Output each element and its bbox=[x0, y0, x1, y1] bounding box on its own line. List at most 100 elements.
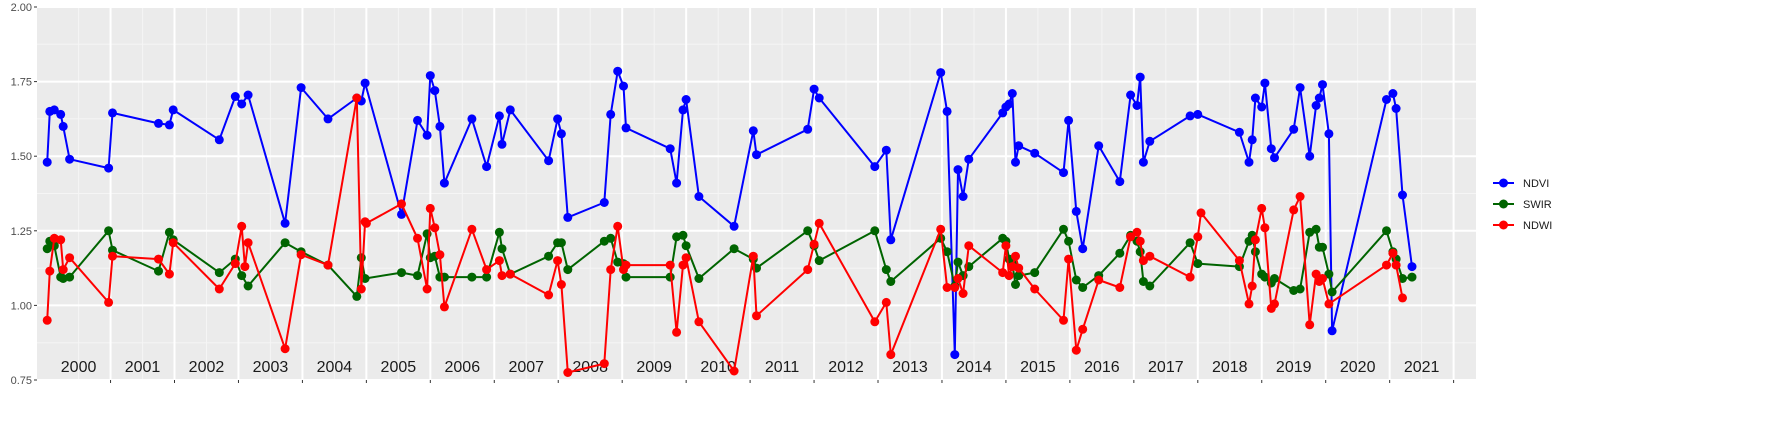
data-point-ndvi bbox=[672, 178, 682, 188]
data-point-ndvi bbox=[214, 135, 224, 145]
data-point-ndvi bbox=[237, 99, 247, 109]
data-point-swir bbox=[942, 247, 952, 257]
data-point-ndvi bbox=[886, 235, 896, 245]
data-point-ndvi bbox=[323, 114, 333, 124]
data-point-ndvi bbox=[422, 130, 432, 140]
data-point-ndvi bbox=[1244, 157, 1254, 167]
data-point-ndvi bbox=[1391, 104, 1401, 113]
data-point-ndwi bbox=[435, 250, 445, 260]
data-point-ndwi bbox=[240, 262, 250, 272]
data-point-ndvi bbox=[296, 83, 306, 93]
data-point-ndwi bbox=[497, 271, 507, 281]
data-point-ndwi bbox=[1324, 299, 1334, 309]
data-point-ndvi bbox=[280, 218, 290, 228]
year-label: 2013 bbox=[892, 359, 928, 376]
data-point-ndvi bbox=[413, 115, 422, 125]
data-point-ndwi bbox=[1094, 275, 1104, 285]
data-point-ndwi bbox=[1391, 260, 1401, 270]
data-point-swir bbox=[1064, 236, 1074, 246]
data-point-ndvi bbox=[1382, 95, 1391, 104]
data-point-ndwi bbox=[1115, 283, 1125, 292]
year-label: 2006 bbox=[445, 359, 481, 376]
year-label: 2015 bbox=[1020, 359, 1056, 376]
data-point-ndvi bbox=[1398, 190, 1407, 200]
data-point-swir bbox=[621, 272, 631, 282]
legend-item-ndwi: NDWI bbox=[1493, 220, 1552, 232]
data-point-swir bbox=[1071, 275, 1081, 285]
data-point-ndwi bbox=[1398, 293, 1407, 303]
data-point-ndwi bbox=[1318, 274, 1327, 283]
data-point-ndvi bbox=[56, 109, 66, 119]
data-point-ndvi bbox=[1327, 326, 1337, 336]
data-point-ndwi bbox=[1071, 345, 1081, 355]
data-point-ndwi bbox=[936, 224, 946, 234]
year-label: 2017 bbox=[1148, 359, 1184, 376]
data-point-swir bbox=[1260, 272, 1270, 282]
data-point-ndvi bbox=[870, 162, 880, 172]
data-point-ndwi bbox=[154, 254, 163, 264]
data-point-ndvi bbox=[958, 192, 968, 201]
year-labels: 2000 2001 2002 2003 2004 2005 2006 2007 2008 2009… bbox=[61, 359, 1440, 376]
data-point-ndvi bbox=[1115, 177, 1125, 187]
data-point-ndvi bbox=[964, 154, 974, 164]
data-point-ndwi bbox=[665, 260, 675, 270]
data-point-ndwi bbox=[1311, 269, 1321, 279]
data-point-ndvi bbox=[230, 92, 240, 101]
data-point-swir bbox=[1382, 226, 1391, 236]
data-point-swir bbox=[1014, 271, 1024, 281]
data-point-ndvi bbox=[1126, 90, 1136, 100]
data-point-ndvi bbox=[1064, 115, 1074, 125]
data-point-ndwi bbox=[950, 283, 960, 292]
data-point-ndvi bbox=[1071, 206, 1081, 216]
series-layer bbox=[42, 66, 1417, 377]
data-point-swir bbox=[563, 265, 573, 275]
data-point-swir bbox=[556, 238, 566, 248]
legend-key-point bbox=[1499, 220, 1508, 230]
data-point-ndvi bbox=[678, 105, 688, 115]
data-point-swir bbox=[544, 251, 554, 261]
data-point-ndvi bbox=[430, 86, 440, 96]
legend-key-point bbox=[1499, 199, 1508, 209]
data-point-ndwi bbox=[803, 265, 813, 275]
data-point-ndvi bbox=[563, 212, 573, 222]
data-point-ndwi bbox=[58, 265, 68, 275]
data-point-ndvi bbox=[1260, 78, 1270, 88]
data-point-ndwi bbox=[104, 297, 114, 307]
data-point-ndvi bbox=[1257, 102, 1267, 112]
data-point-swir bbox=[953, 257, 963, 267]
data-point-ndvi bbox=[243, 90, 253, 100]
data-point-ndwi bbox=[1132, 227, 1142, 237]
data-point-ndwi bbox=[681, 253, 691, 263]
legend-label: NDVI bbox=[1523, 178, 1549, 190]
data-point-swir bbox=[1398, 274, 1407, 283]
year-label: 2002 bbox=[189, 359, 225, 376]
data-point-ndvi bbox=[694, 192, 704, 201]
data-point-ndwi bbox=[1004, 271, 1014, 281]
data-point-swir bbox=[237, 271, 247, 281]
data-point-ndvi bbox=[619, 81, 628, 91]
data-point-swir bbox=[397, 268, 406, 278]
data-point-swir bbox=[1078, 283, 1088, 292]
data-point-ndwi bbox=[1388, 248, 1398, 258]
data-point-ndwi bbox=[556, 280, 566, 289]
data-point-ndvi bbox=[1011, 157, 1020, 167]
data-point-ndwi bbox=[599, 359, 609, 369]
data-point-ndvi bbox=[1138, 157, 1148, 167]
data-point-ndvi bbox=[425, 71, 435, 81]
data-point-ndvi bbox=[1295, 83, 1305, 93]
data-point-ndwi bbox=[467, 224, 477, 234]
legend: NDVI SWIR NDWI bbox=[1493, 178, 1552, 232]
data-point-ndwi bbox=[361, 218, 371, 228]
data-point-swir bbox=[606, 233, 616, 243]
data-point-ndwi bbox=[1260, 223, 1270, 233]
x-axis bbox=[110, 380, 1455, 383]
data-point-ndvi bbox=[1305, 151, 1315, 161]
year-label: 2010 bbox=[700, 359, 736, 376]
data-point-ndwi bbox=[323, 260, 333, 270]
data-point-ndvi bbox=[748, 126, 758, 136]
data-point-ndwi bbox=[108, 251, 117, 261]
legend-item-swir: SWIR bbox=[1493, 199, 1552, 211]
data-point-swir bbox=[870, 226, 880, 236]
data-point-ndwi bbox=[505, 269, 515, 279]
series-ndvi bbox=[42, 66, 1417, 360]
